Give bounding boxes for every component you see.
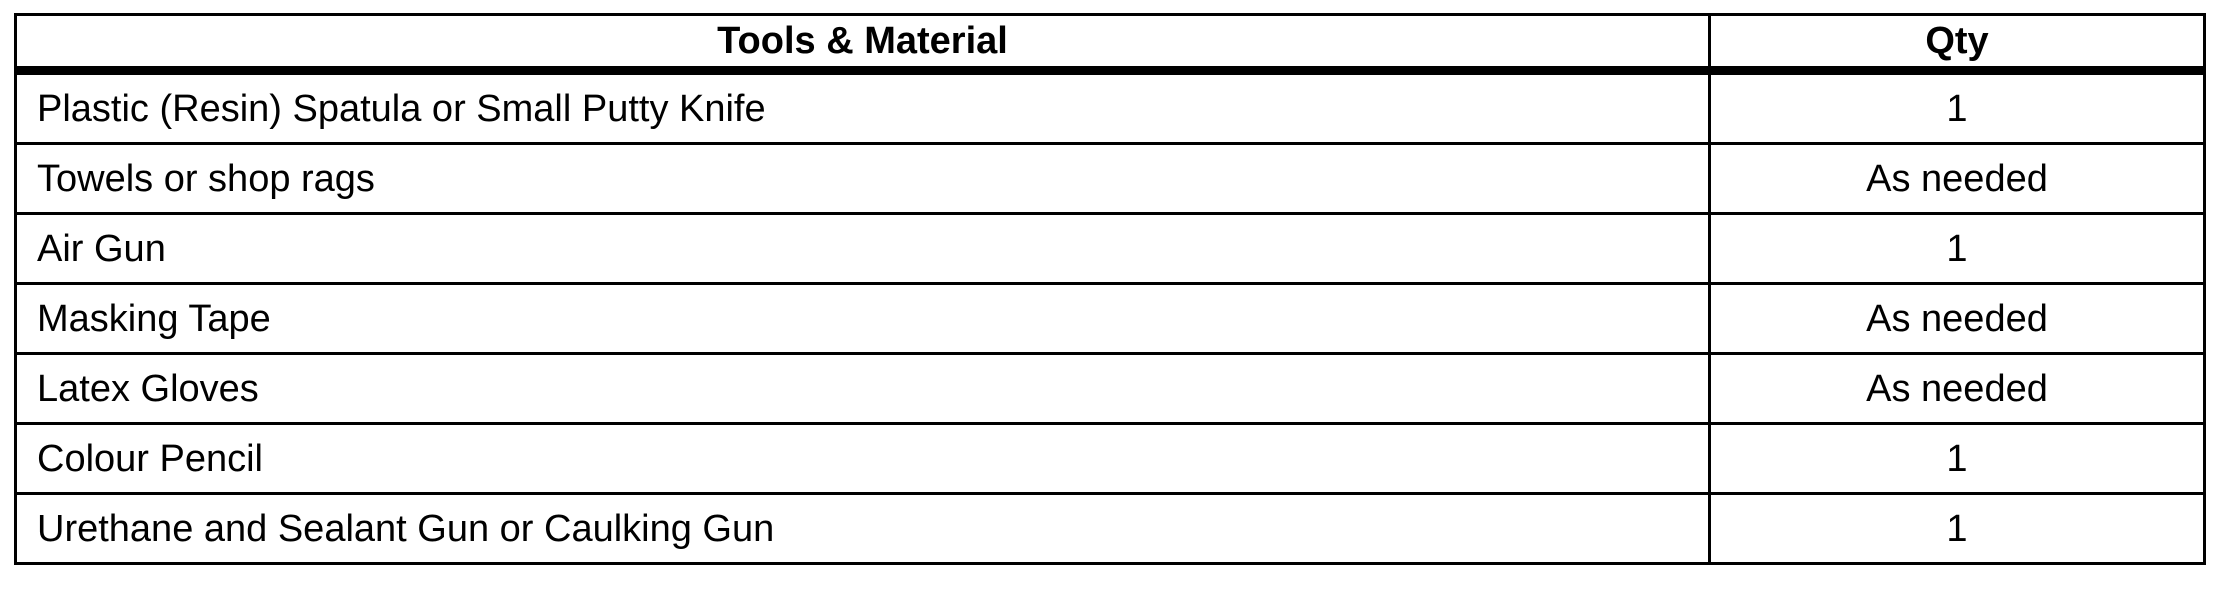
header-qty: Qty xyxy=(1708,13,2206,75)
item-cell: Plastic (Resin) Spatula or Small Putty K… xyxy=(14,69,1711,145)
item-cell: Urethane and Sealant Gun or Caulking Gun xyxy=(14,492,1711,565)
table-row: Towels or shop rags As needed xyxy=(14,142,2206,215)
item-cell: Latex Gloves xyxy=(14,352,1711,425)
table-row: Masking Tape As needed xyxy=(14,282,2206,355)
qty-cell: 1 xyxy=(1708,212,2206,285)
table-row: Plastic (Resin) Spatula or Small Putty K… xyxy=(14,69,2206,145)
tools-material-table: Tools & Material Qty Plastic (Resin) Spa… xyxy=(14,13,2206,565)
item-cell: Masking Tape xyxy=(14,282,1711,355)
qty-cell: As needed xyxy=(1708,142,2206,215)
qty-cell: 1 xyxy=(1708,492,2206,565)
table-row: Urethane and Sealant Gun or Caulking Gun… xyxy=(14,492,2206,565)
table-row: Air Gun 1 xyxy=(14,212,2206,285)
item-cell: Towels or shop rags xyxy=(14,142,1711,215)
table-header-row: Tools & Material Qty xyxy=(14,13,2206,75)
item-cell: Air Gun xyxy=(14,212,1711,285)
qty-cell: 1 xyxy=(1708,69,2206,145)
table-row: Latex Gloves As needed xyxy=(14,352,2206,425)
header-tools-material: Tools & Material xyxy=(14,13,1711,75)
qty-cell: 1 xyxy=(1708,422,2206,495)
item-cell: Colour Pencil xyxy=(14,422,1711,495)
table-row: Colour Pencil 1 xyxy=(14,422,2206,495)
qty-cell: As needed xyxy=(1708,352,2206,425)
qty-cell: As needed xyxy=(1708,282,2206,355)
